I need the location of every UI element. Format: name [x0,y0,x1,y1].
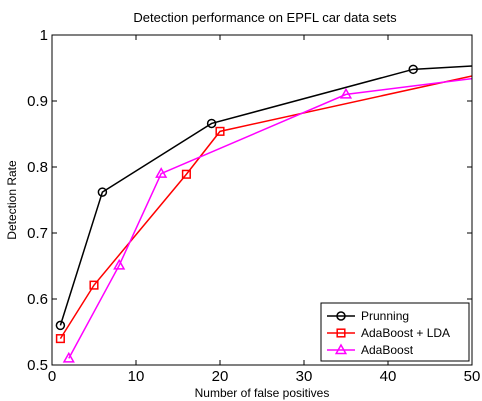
legend: Prunning AdaBoost + LDA AdaBoost [320,302,470,362]
x-tick-label: 30 [296,368,313,385]
plot-frame [51,34,473,366]
legend-marker-prunning [336,311,346,321]
legend-marker-adaboost [334,343,348,355]
series-line-prunning [59,65,472,326]
data-point-prunning [206,118,217,129]
data-point-adaboost [62,351,75,363]
y-tick-label: 0.8 [27,159,48,176]
y-tick-label: 1 [40,27,48,44]
x-axis-label: Number of false positives [195,386,330,400]
data-point-adaboost [155,167,168,178]
x-tick-label: 40 [380,368,397,385]
y-tick-label: 0.5 [27,357,48,374]
legend-label-adaboost-lda: AdaBoost + LDA [361,326,450,340]
data-point-adaboost-lda [55,334,65,344]
data-point-adaboost [113,258,126,270]
y-tick-label: 0.7 [27,225,48,242]
data-point-prunning [408,64,418,75]
data-point-adaboost-lda [215,126,225,136]
x-tick-label: 0 [48,368,56,385]
legend-label-adaboost: AdaBoost [361,343,414,357]
x-tick-label: 10 [128,368,145,385]
data-point-adaboost [339,87,353,99]
legend-box [320,302,470,362]
y-axis-label: Detection Rate [5,160,19,240]
data-point-prunning [55,320,66,331]
legend-label-prunning: Prunning [361,309,409,323]
x-tick-label: 20 [212,368,229,385]
data-point-adaboost-lda [181,169,191,179]
y-tick-label: 0.6 [27,291,48,308]
series-line-adaboost [68,77,472,359]
y-tick-label: 0.9 [27,93,48,110]
chart-title: Detection performance on EPFL car data s… [133,10,397,25]
x-tick-label: 50 [464,368,481,385]
data-point-adaboost-lda [89,280,99,290]
data-point-prunning [97,187,108,197]
legend-marker-adaboost-lda [336,328,346,338]
series-line-adaboost-lda [59,75,472,339]
